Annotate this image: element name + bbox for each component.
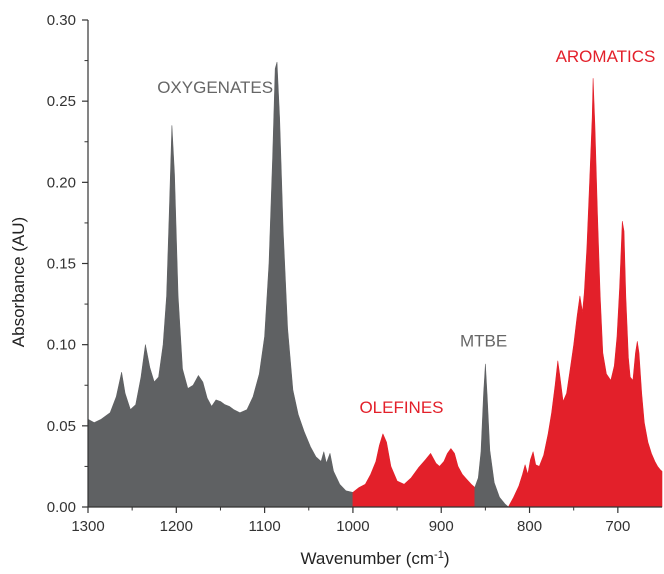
y-tick-label: 0.00: [47, 499, 76, 516]
y-tick-label: 0.05: [47, 418, 76, 435]
oxygenates-area: [87, 61, 354, 508]
y-axis-ticks: 0.00 0.05 0.10 0.15 0.20 0.25 0.30: [47, 12, 88, 516]
olefines-area: [352, 433, 476, 508]
y-tick-label: 0.25: [47, 93, 76, 110]
aromatics-label: AROMATICS: [556, 47, 656, 66]
aromatics-area: [508, 78, 663, 508]
oxygenates-label: OXYGENATES: [157, 78, 273, 97]
x-tick-label: 900: [429, 518, 454, 535]
region-annotations: OXYGENATES OLEFINES MTBE AROMATICS: [157, 47, 655, 417]
y-tick-label: 0.15: [47, 256, 76, 273]
mtbe-label: MTBE: [460, 331, 507, 350]
x-tick-label: 1200: [160, 518, 193, 535]
olefines-label: OLEFINES: [359, 398, 443, 417]
x-tick-label: 1100: [248, 518, 280, 535]
x-tick-label: 800: [517, 518, 542, 535]
mtbe-area: [474, 363, 509, 508]
y-tick-label: 0.20: [47, 174, 76, 191]
x-tick-label: 1000: [336, 518, 369, 535]
x-tick-label: 1300: [71, 518, 104, 535]
x-axis-ticks: 1300 1200 1100 1000 900 800 700: [71, 507, 630, 535]
x-tick-label: 700: [605, 518, 630, 535]
x-axis-title: Wavenumber (cm-1): [301, 549, 450, 568]
x-axis-title-superscript: -1: [434, 549, 444, 561]
y-tick-label: 0.30: [47, 12, 76, 29]
x-axis-title-text: Wavenumber (cm: [301, 549, 435, 568]
spectrum-areas: [87, 61, 663, 508]
x-axis-title-suffix: ): [444, 549, 450, 568]
y-tick-label: 0.10: [47, 337, 76, 354]
y-axis-title: Absorbance (AU): [9, 217, 28, 347]
